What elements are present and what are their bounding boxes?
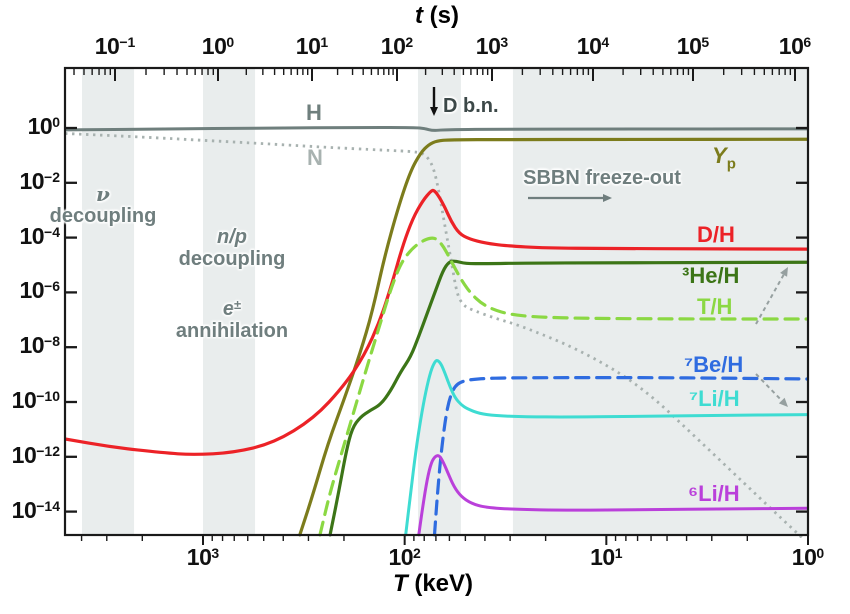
epoch-band	[82, 68, 135, 535]
be7-decay-arrow	[755, 373, 783, 402]
sbbn-freezeout-arrow-head	[603, 194, 612, 202]
curve-7Be/H	[432, 376, 808, 537]
curve-H	[65, 125, 808, 132]
tritium-decay-arrow	[755, 274, 785, 325]
curve-T/H	[318, 236, 808, 537]
epoch-band	[203, 68, 256, 535]
d-bottleneck-arrow-head	[430, 107, 438, 116]
curve-3He/H	[328, 259, 808, 537]
tritium-decay-arrow-head	[780, 267, 788, 277]
curve-D/H	[65, 188, 808, 456]
epoch-band	[512, 68, 808, 535]
curve-7Li/H	[404, 359, 808, 537]
curve-N	[65, 132, 803, 538]
curves-group	[65, 125, 808, 538]
curve-6Li/H	[417, 454, 808, 537]
curve-Yp	[298, 137, 808, 537]
be7-decay-arrow-head	[778, 397, 788, 407]
